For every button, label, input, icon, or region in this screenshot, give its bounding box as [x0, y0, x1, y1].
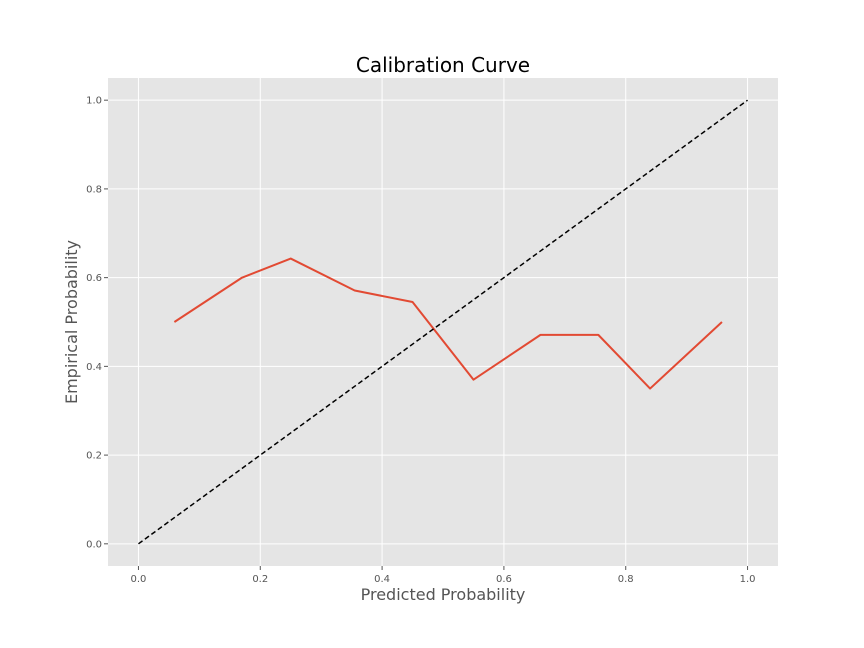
y-tick-label: 0.2	[86, 451, 102, 462]
reference-diagonal-line	[138, 99, 748, 545]
x-tick-label: 0.2	[252, 574, 268, 585]
series-lines	[138, 99, 748, 545]
y-tick-label: 0.0	[86, 539, 102, 550]
x-tick-label: 0.0	[131, 574, 147, 585]
y-tick-label: 1.0	[86, 96, 102, 107]
x-tick-label: 0.8	[618, 574, 634, 585]
y-tick-label: 0.8	[86, 184, 102, 195]
chart-title: Calibration Curve	[356, 53, 530, 77]
y-tick-label: 0.4	[86, 362, 102, 373]
x-tick-label: 0.6	[496, 574, 512, 585]
axis-ticks: 0.0 0.2 0.4 0.6 0.8 1.0 0.0 0.2 0.4 0.6 0.8 1.0	[86, 96, 755, 585]
grid-lines	[108, 78, 778, 566]
y-axis-label: Empirical Probability	[62, 240, 81, 404]
y-tick-label: 0.6	[86, 273, 102, 284]
x-tick-label: 0.4	[374, 574, 390, 585]
calibration-line	[173, 257, 723, 390]
x-tick-label: 1.0	[740, 574, 756, 585]
x-axis-label: Predicted Probability	[361, 585, 526, 604]
